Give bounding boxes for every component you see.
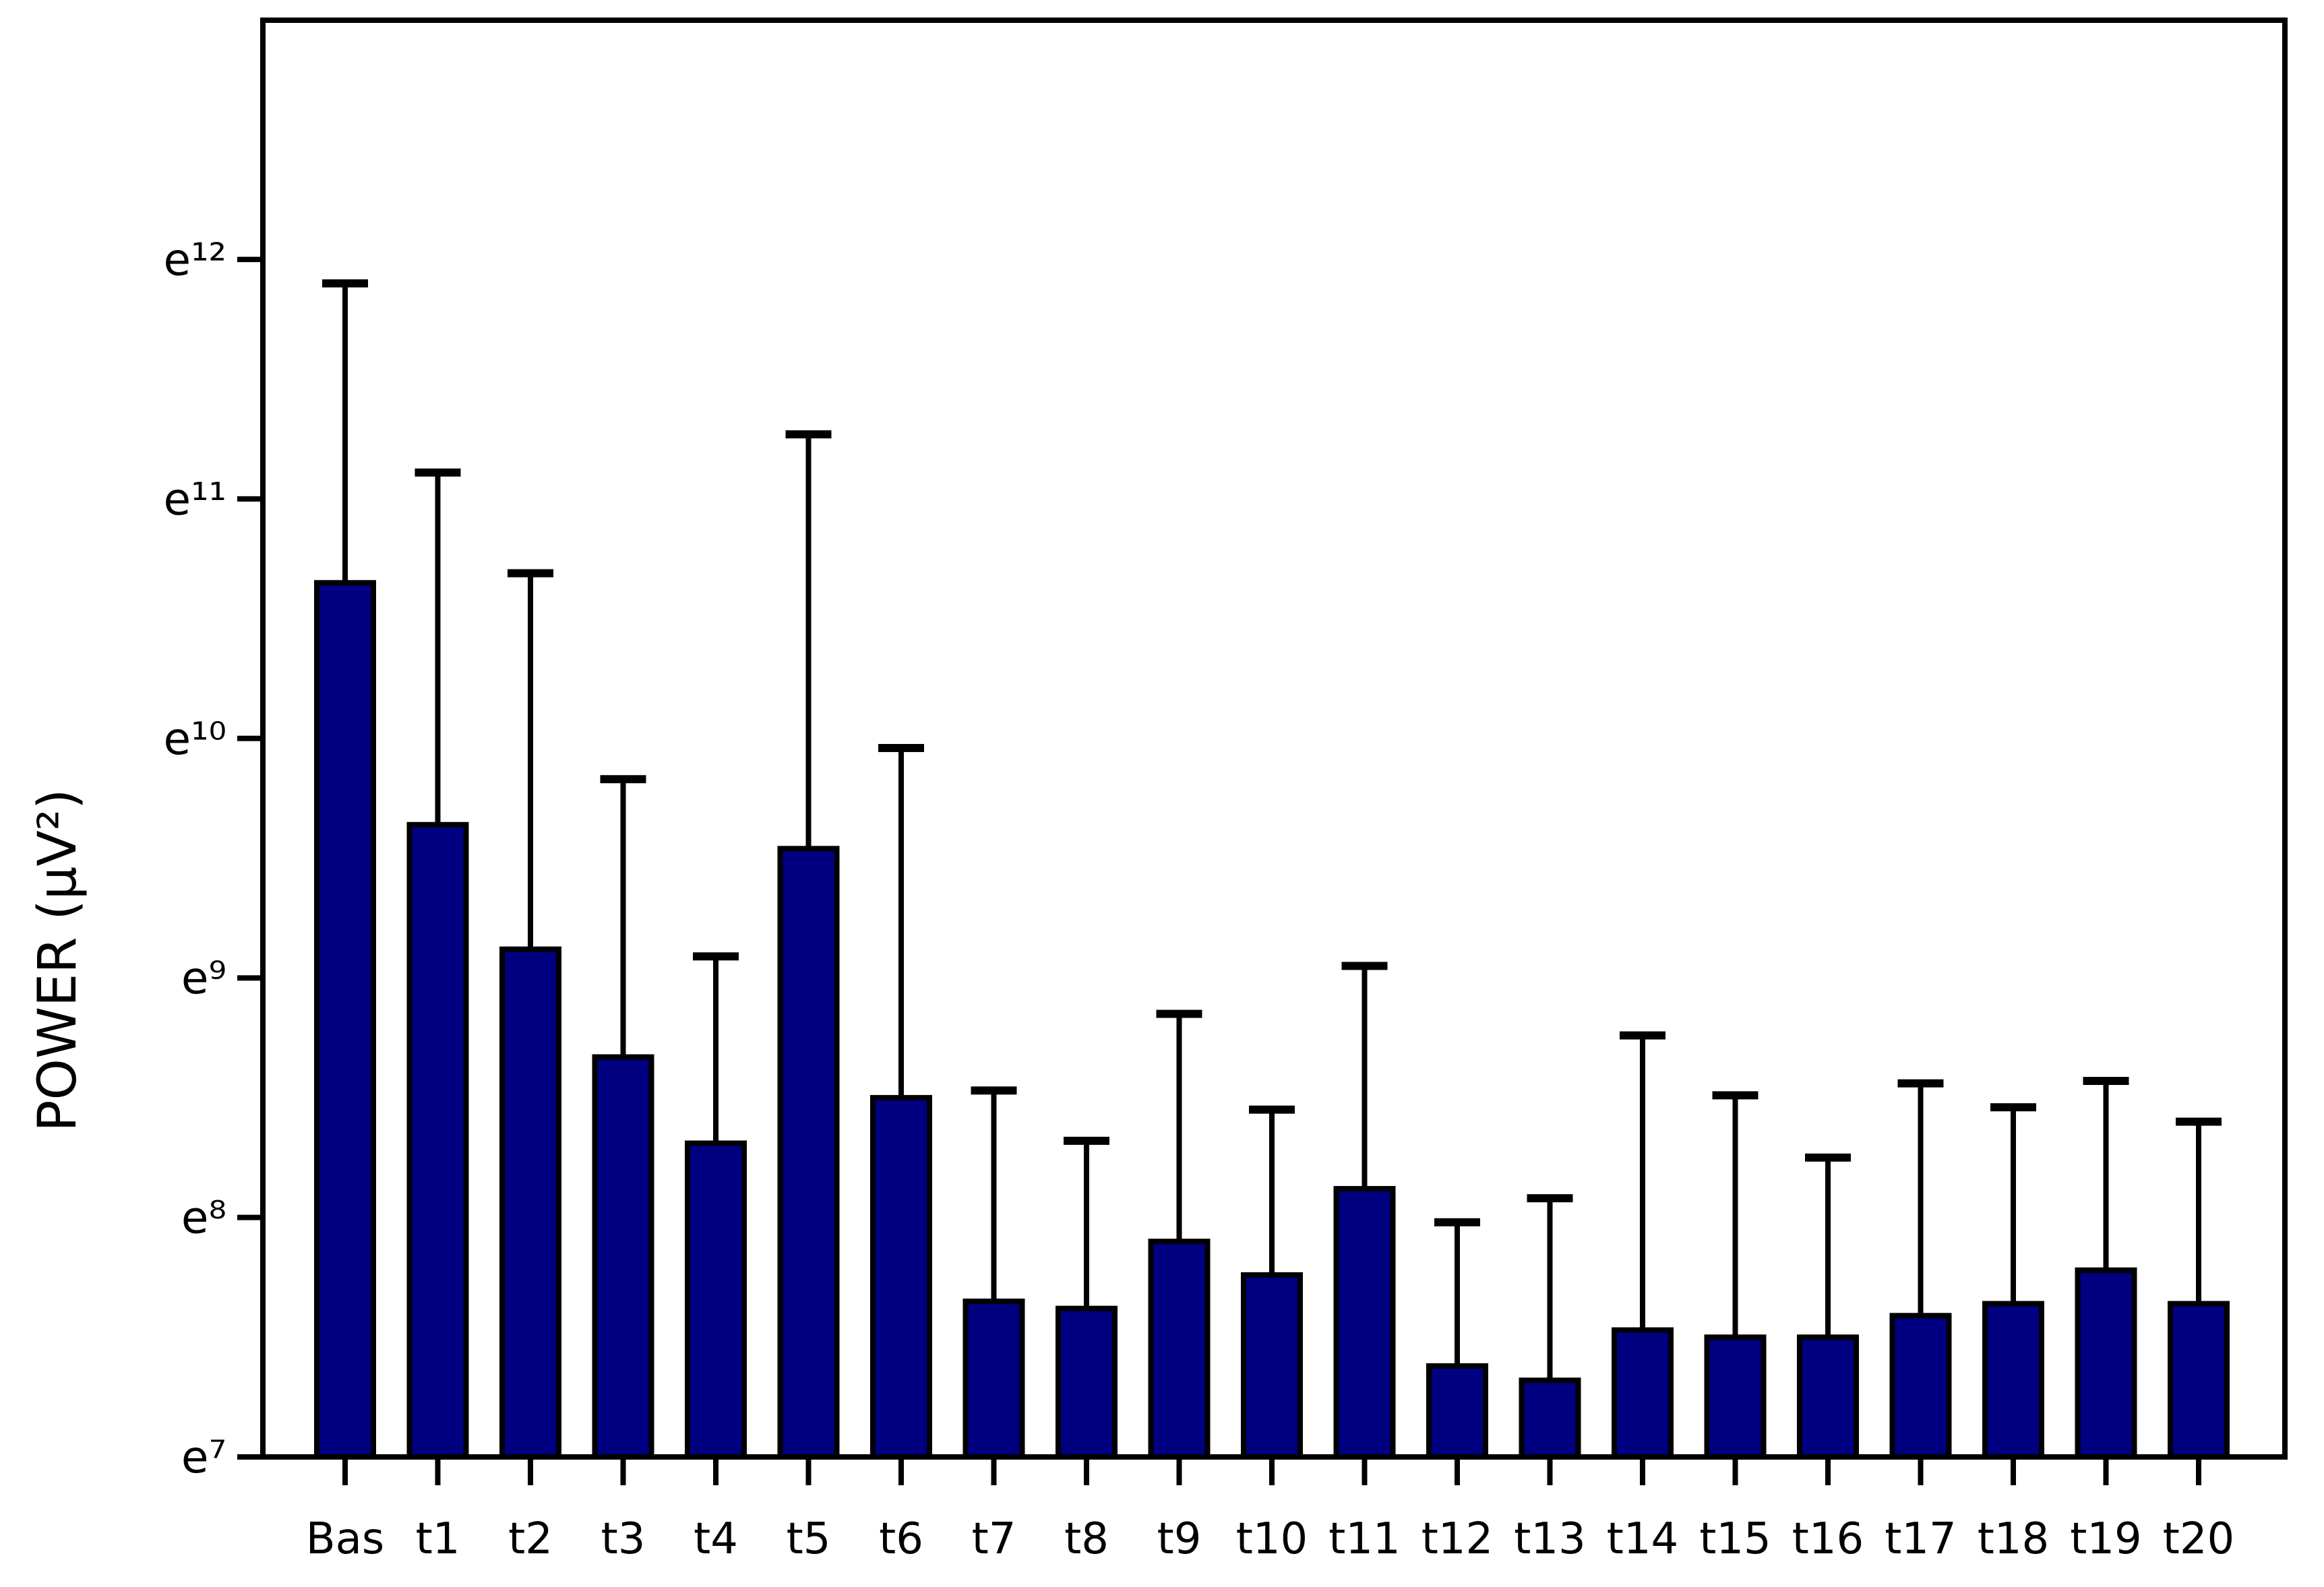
x-tick-label: t20 [2163, 1514, 2235, 1564]
bar-group-t4: t4 [685, 952, 747, 1564]
bar [314, 580, 376, 1460]
bar [1704, 1334, 1767, 1460]
bar [870, 1094, 932, 1460]
bar-group-t13: t13 [1514, 1194, 1586, 1564]
x-tick-label: t2 [508, 1514, 553, 1564]
bar [2075, 1267, 2137, 1460]
bar [962, 1298, 1025, 1460]
bar-group-t2: t2 [499, 569, 561, 1564]
bar-group-t5: t5 [777, 430, 840, 1564]
bar-group-t18: t18 [1978, 1103, 2050, 1564]
x-tick-label: t8 [1064, 1514, 1109, 1564]
y-tick-label: e⁸ [181, 1192, 226, 1244]
bar [685, 1140, 747, 1460]
x-tick-label: t13 [1514, 1514, 1586, 1564]
x-tick-label: t14 [1607, 1514, 1679, 1564]
bar [1056, 1305, 1118, 1460]
x-tick-label: t9 [1157, 1514, 1202, 1564]
x-tick-label: t16 [1792, 1514, 1864, 1564]
bar [1982, 1301, 2044, 1460]
bar-group-t12: t12 [1421, 1218, 1494, 1564]
y-axis-title: POWER (μV²) [28, 789, 88, 1132]
y-tick-label: e¹⁰ [163, 713, 226, 765]
bar-group-t3: t3 [592, 775, 654, 1564]
x-tick-label: t19 [2070, 1514, 2142, 1564]
x-tick-label: t11 [1328, 1514, 1401, 1564]
x-tick-label: t3 [601, 1514, 646, 1564]
bar-group-t8: t8 [1056, 1136, 1118, 1564]
bar-group-Bas: Bas [306, 279, 384, 1564]
x-tick-label: t5 [787, 1514, 831, 1564]
bar [1148, 1239, 1211, 1460]
x-tick-label: t7 [972, 1514, 1016, 1564]
x-tick-label: t4 [694, 1514, 738, 1564]
x-tick-label: t18 [1978, 1514, 2050, 1564]
bar-group-t19: t19 [2070, 1077, 2142, 1564]
bar-group-t16: t16 [1792, 1153, 1864, 1564]
x-tick-label: t6 [879, 1514, 923, 1564]
bar [1612, 1327, 1674, 1460]
bar [1333, 1185, 1396, 1460]
x-tick-label: Bas [306, 1514, 384, 1564]
bar-group-t10: t10 [1236, 1105, 1308, 1564]
bar [777, 846, 840, 1460]
bar-group-t15: t15 [1699, 1091, 1771, 1564]
bar-group-t20: t20 [2163, 1117, 2235, 1564]
x-tick-label: t17 [1885, 1514, 1957, 1564]
bar [1519, 1377, 1581, 1460]
bar [2168, 1301, 2230, 1460]
y-tick-label: e⁹ [181, 952, 226, 1004]
x-tick-label: t15 [1699, 1514, 1771, 1564]
bar-group-t11: t11 [1328, 962, 1401, 1564]
bar [1797, 1334, 1859, 1460]
x-tick-label: t10 [1236, 1514, 1308, 1564]
plot-frame [260, 18, 2288, 1460]
bar [1426, 1363, 1488, 1460]
y-tick-label: e¹¹ [163, 473, 226, 525]
x-tick-label: t12 [1421, 1514, 1494, 1564]
bar [1241, 1272, 1303, 1460]
bar [592, 1054, 654, 1460]
bar [499, 946, 561, 1460]
y-tick-label: e¹² [163, 234, 226, 286]
x-tick-label: t1 [416, 1514, 460, 1564]
y-tick-label: e⁷ [181, 1431, 226, 1483]
bar-group-t14: t14 [1607, 1031, 1679, 1564]
bar-group-t1: t1 [406, 468, 469, 1564]
bar [406, 821, 469, 1460]
bar [1889, 1313, 1952, 1460]
